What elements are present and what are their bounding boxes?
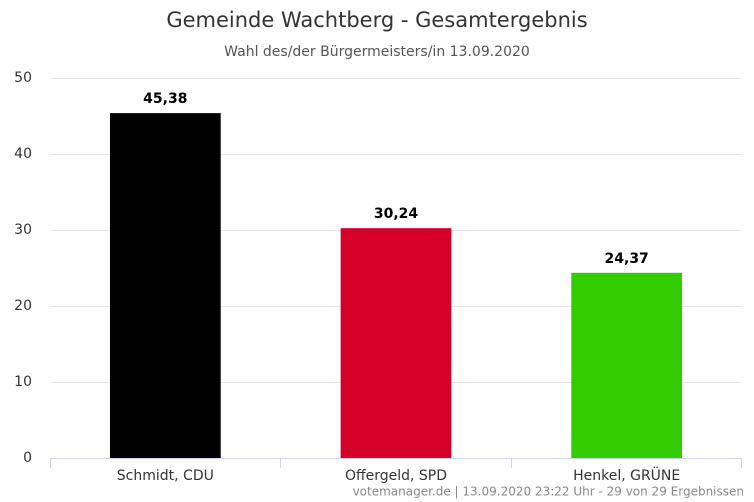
y-tick-label: 50 — [14, 70, 32, 86]
y-tick-label: 10 — [14, 374, 32, 390]
data-label: 45,38 — [143, 91, 187, 107]
credit: votemanager.de | 13.09.2020 23:22 Uhr - … — [353, 485, 744, 499]
bar — [340, 228, 452, 458]
data-label: 24,37 — [605, 251, 649, 267]
x-tick-label: Henkel, GRÜNE — [573, 466, 680, 484]
data-label: 30,24 — [374, 206, 419, 222]
bar — [109, 113, 221, 458]
chart-title: Gemeinde Wachtberg - Gesamtergebnis — [166, 8, 587, 32]
y-tick-label: 30 — [14, 222, 32, 238]
bar — [571, 272, 683, 458]
y-tick-label: 0 — [23, 450, 32, 466]
x-tick-label: Schmidt, CDU — [117, 468, 214, 484]
y-tick-label: 40 — [14, 146, 32, 162]
x-tick-label: Offergeld, SPD — [345, 468, 447, 484]
y-tick-label: 20 — [14, 298, 32, 314]
chart-subtitle: Wahl des/der Bürgermeisters/in 13.09.202… — [224, 44, 530, 60]
